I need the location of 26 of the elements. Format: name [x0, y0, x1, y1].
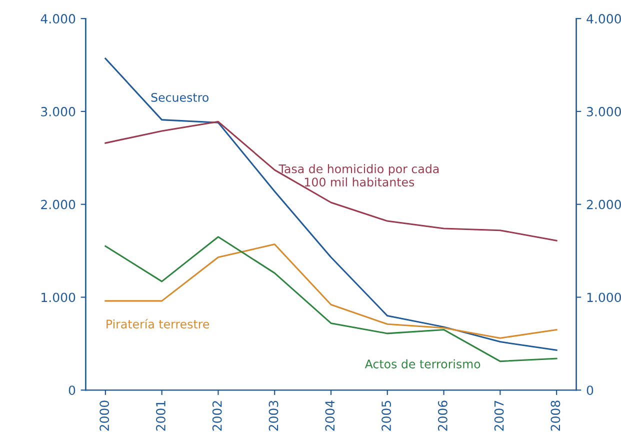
- line-series: [104, 120, 558, 242]
- y-tick-label: 4.000: [40, 14, 76, 24]
- x-tick-label: 2005: [382, 400, 392, 431]
- y-tick-label: 3.000: [41, 106, 76, 116]
- y2-tick-label: 4.000: [586, 14, 621, 24]
- x-tick-label: 2000: [100, 400, 110, 431]
- series-label: Tasa de homicidio por cada 100 mil habitantes: [278, 164, 439, 187]
- series-label: Secuestro: [151, 92, 208, 102]
- x-tick-label: 2007: [494, 400, 504, 431]
- y-tick-label: 2.000: [41, 200, 76, 210]
- x-tick-label: 2004: [325, 400, 335, 431]
- x-tick-label: 2002: [212, 401, 222, 431]
- x-tick-label: 2008: [550, 400, 560, 431]
- line-series: [104, 244, 558, 339]
- series-label: Piratería terrestre: [106, 318, 210, 329]
- x-tick-label: 2001: [156, 400, 166, 431]
- y-tick-label: 0: [68, 386, 76, 396]
- y2-tick-label: 3.000: [586, 106, 621, 116]
- series-label: Actos de terrorismo: [364, 359, 480, 368]
- x-tick-label: 2003: [268, 400, 278, 431]
- x-tick-label: 2006: [438, 400, 448, 431]
- line-series: [104, 58, 558, 351]
- y2-tick-label: 2.000: [586, 200, 621, 210]
- y2-tick-label: 1.000: [587, 292, 621, 302]
- y-tick-label: 1.000: [42, 292, 76, 302]
- y2-tick-label: 0: [586, 386, 594, 396]
